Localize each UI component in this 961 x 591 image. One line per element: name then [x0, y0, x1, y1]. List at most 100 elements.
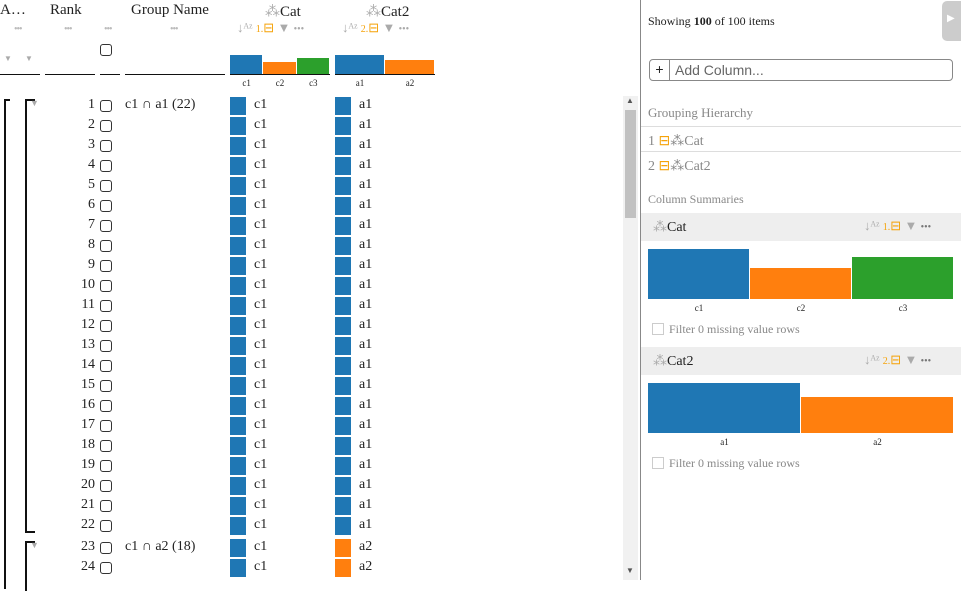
table-row[interactable]: 23 c1 ∩ a2 (18) c1 a2	[0, 538, 625, 558]
collapse-icon[interactable]: ▼	[30, 540, 39, 550]
more-icon[interactable]: •••	[104, 24, 112, 35]
scrollbar-thumb[interactable]	[625, 110, 636, 218]
histogram-bar-c3[interactable]	[296, 57, 329, 74]
aggregate-bracket[interactable]	[4, 99, 10, 589]
scrollbar[interactable]: ▲ ▼	[623, 96, 638, 580]
table-row[interactable]: 3 c1 a1	[0, 136, 625, 156]
histogram-bar-a2[interactable]	[801, 397, 953, 433]
scroll-down-icon[interactable]: ▼	[626, 566, 634, 575]
more-icon[interactable]: •••	[920, 222, 932, 233]
table-row[interactable]: 18 c1 a1	[0, 436, 625, 456]
row-checkbox[interactable]	[100, 360, 112, 372]
row-checkbox[interactable]	[100, 480, 112, 492]
table-row[interactable]: 17 c1 a1	[0, 416, 625, 436]
table-row[interactable]: 22 c1 a1	[0, 516, 625, 536]
sort-az-icon[interactable]: ↓ᴬᶻ	[342, 20, 358, 35]
histogram-bar-c2[interactable]	[750, 267, 851, 299]
table-row[interactable]: 11 c1 a1	[0, 296, 625, 316]
row-checkbox[interactable]	[100, 300, 112, 312]
table-row[interactable]: 6 c1 a1	[0, 196, 625, 216]
table-row[interactable]: 7 c1 a1	[0, 216, 625, 236]
grouping-item[interactable]: 1 ⊟⁂Cat	[648, 134, 704, 149]
table-row[interactable]: 19 c1 a1	[0, 456, 625, 476]
table-row[interactable]: 5 c1 a1	[0, 176, 625, 196]
histogram-bar-a1[interactable]	[648, 383, 800, 433]
row-checkbox[interactable]	[100, 460, 112, 472]
histogram-bar-c3[interactable]	[852, 256, 953, 299]
table-row[interactable]: 21 c1 a1	[0, 496, 625, 516]
row-checkbox[interactable]	[100, 542, 112, 554]
row-checkbox[interactable]	[100, 200, 112, 212]
group-bracket[interactable]	[25, 541, 35, 591]
row-checkbox[interactable]	[100, 180, 112, 192]
table-row[interactable]: 2 c1 a1	[0, 116, 625, 136]
filter-icon[interactable]: ▼	[382, 20, 396, 35]
row-checkbox[interactable]	[100, 340, 112, 352]
row-checkbox[interactable]	[100, 400, 112, 412]
row-checkbox[interactable]	[100, 380, 112, 392]
filter-icon[interactable]: ▼	[904, 352, 918, 367]
row-checkbox[interactable]	[100, 320, 112, 332]
plus-icon[interactable]: +	[650, 60, 670, 80]
group-icon[interactable]: ⊟	[263, 20, 275, 35]
row-checkbox[interactable]	[100, 280, 112, 292]
table-row[interactable]: 8 c1 a1	[0, 236, 625, 256]
group-bracket[interactable]	[25, 99, 35, 533]
row-checkbox[interactable]	[100, 562, 112, 574]
table-row[interactable]: 20 c1 a1	[0, 476, 625, 496]
more-icon[interactable]: •••	[64, 24, 72, 35]
row-checkbox[interactable]	[100, 500, 112, 512]
histogram-bar-a1[interactable]	[335, 55, 384, 74]
table-row[interactable]: 12 c1 a1	[0, 316, 625, 336]
histogram-bar-c1[interactable]	[648, 249, 749, 299]
select-all-checkbox[interactable]	[100, 44, 112, 56]
table-row[interactable]: 24 c1 a2	[0, 558, 625, 578]
group-icon[interactable]: ⊟	[890, 352, 902, 367]
add-column-input[interactable]: + Add Column...	[649, 59, 953, 81]
grouping-item[interactable]: 2 ⊟⁂Cat2	[648, 159, 711, 174]
filter-missing-checkbox[interactable]	[652, 457, 664, 469]
filter-icon[interactable]: ▼	[904, 218, 918, 233]
table-row[interactable]: 9 c1 a1	[0, 256, 625, 276]
table-row[interactable]: 1 c1 ∩ a1 (22) c1 a1	[0, 96, 625, 116]
group-icon[interactable]: ⊟	[368, 20, 380, 35]
table-row[interactable]: 14 c1 a1	[0, 356, 625, 376]
more-icon[interactable]: •••	[170, 24, 178, 35]
row-checkbox[interactable]	[100, 220, 112, 232]
sort-az-icon[interactable]: ↓ᴬᶻ	[864, 352, 880, 367]
collapse-icon[interactable]: ▼	[4, 54, 12, 63]
collapse-icon[interactable]: ▼	[25, 54, 33, 63]
scroll-up-icon[interactable]: ▲	[626, 96, 634, 105]
more-icon[interactable]: •••	[14, 24, 22, 35]
filter-missing-option[interactable]: Filter 0 missing value rows	[652, 322, 800, 337]
row-checkbox[interactable]	[100, 420, 112, 432]
filter-icon[interactable]: ▼	[277, 20, 291, 35]
row-checkbox[interactable]	[100, 160, 112, 172]
table-row[interactable]: 4 c1 a1	[0, 156, 625, 176]
table-row[interactable]: 13 c1 a1	[0, 336, 625, 356]
row-checkbox[interactable]	[100, 240, 112, 252]
sort-az-icon[interactable]: ↓ᴬᶻ	[864, 218, 880, 233]
collapse-panel-button[interactable]: ▶	[942, 1, 961, 41]
group-name-column-header[interactable]: Group Name	[131, 2, 209, 18]
more-icon[interactable]: •••	[920, 356, 932, 367]
aggregate-column-header[interactable]: A…	[0, 2, 26, 18]
table-row[interactable]: 16 c1 a1	[0, 396, 625, 416]
histogram-bar-c1[interactable]	[230, 55, 263, 74]
rank-column-header[interactable]: Rank	[50, 2, 82, 18]
more-icon[interactable]: •••	[398, 24, 410, 35]
table-row[interactable]: 15 c1 a1	[0, 376, 625, 396]
row-checkbox[interactable]	[100, 100, 112, 112]
row-checkbox[interactable]	[100, 120, 112, 132]
histogram-bar-c2[interactable]	[263, 62, 296, 74]
filter-missing-option[interactable]: Filter 0 missing value rows	[652, 456, 800, 471]
filter-missing-checkbox[interactable]	[652, 323, 664, 335]
group-icon[interactable]: ⊟	[890, 218, 902, 233]
cat-column-header[interactable]: ⁂Cat	[265, 4, 301, 20]
histogram-bar-a2[interactable]	[385, 60, 434, 74]
collapse-icon[interactable]: ▼	[30, 98, 39, 108]
row-checkbox[interactable]	[100, 520, 112, 532]
sort-az-icon[interactable]: ↓ᴬᶻ	[237, 20, 253, 35]
table-row[interactable]: 10 c1 a1	[0, 276, 625, 296]
row-checkbox[interactable]	[100, 260, 112, 272]
